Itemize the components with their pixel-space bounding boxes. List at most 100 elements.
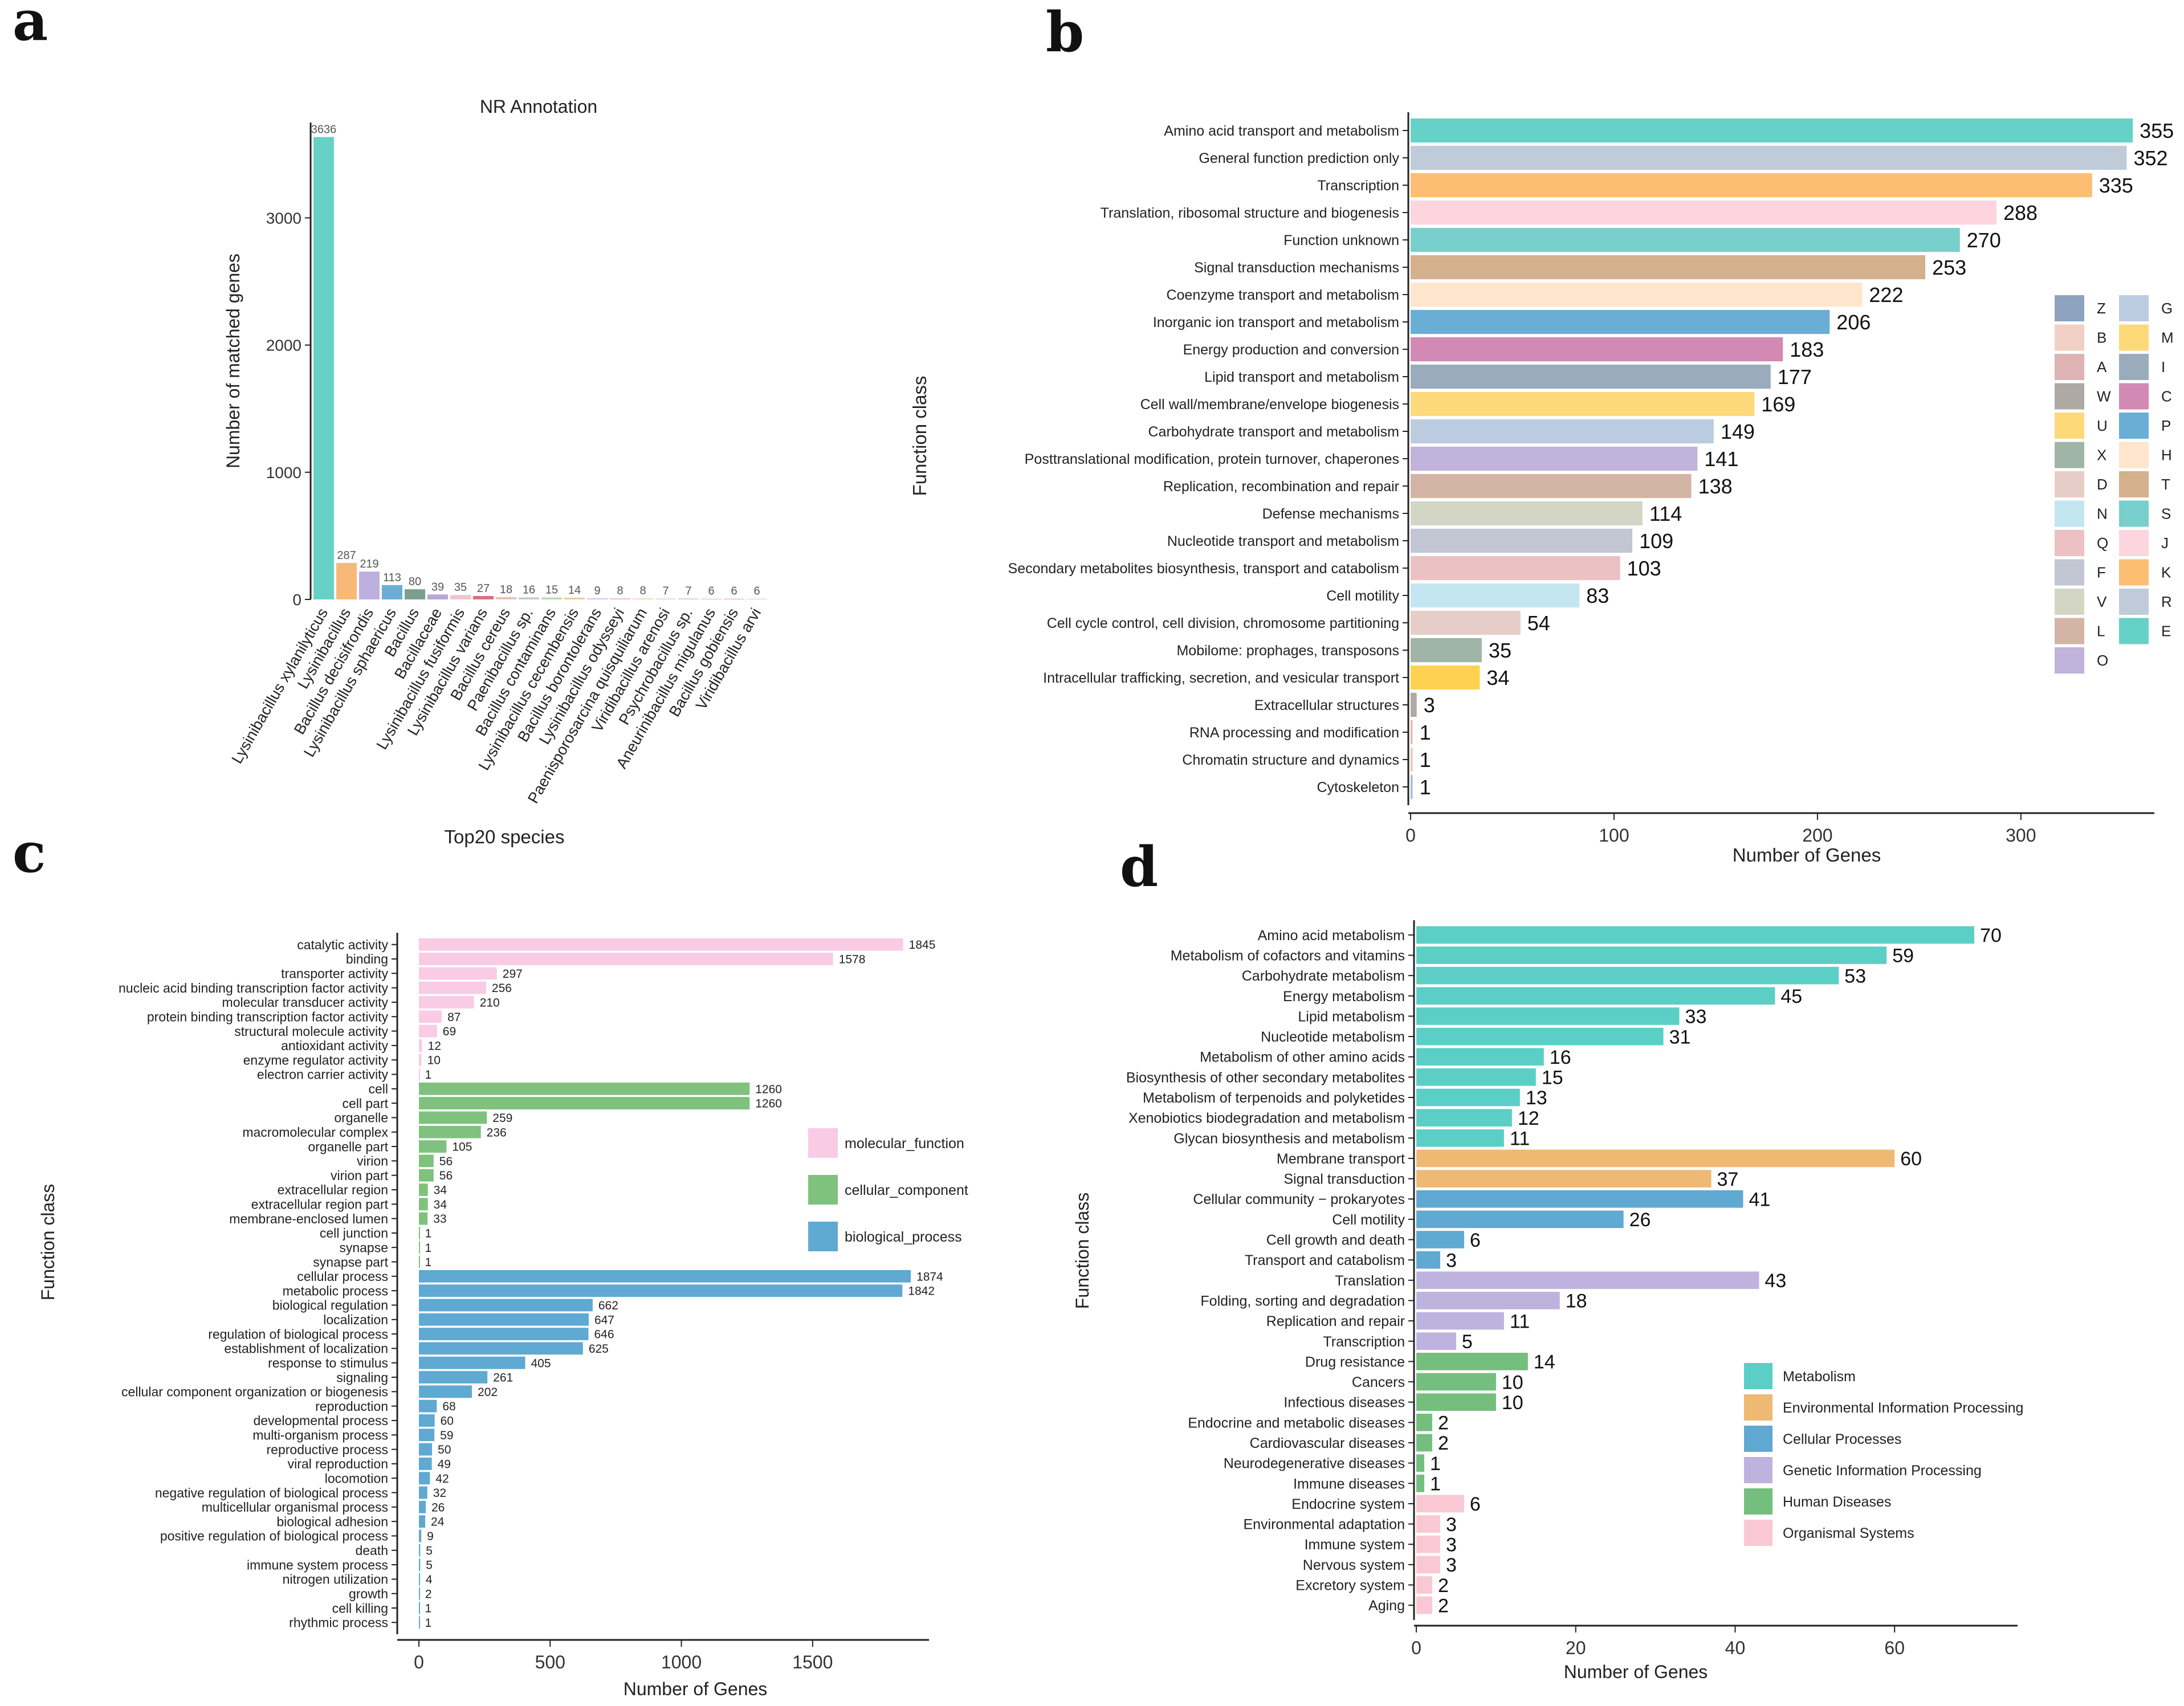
chart-a-bar xyxy=(747,598,767,600)
chart-c-value-label: 647 xyxy=(594,1313,614,1327)
chart-d-legend-label: Cellular Processes xyxy=(1783,1431,1901,1447)
chart-c-category-label: molecular transducer activity xyxy=(222,995,389,1010)
chart-b-bar xyxy=(1411,282,1863,307)
chart-b-category-label: Function unknown xyxy=(1283,232,1399,248)
chart-b-value-label: 35 xyxy=(1489,639,1511,662)
chart-d-bar xyxy=(1416,1414,1432,1431)
chart-b-legend-swatch xyxy=(2119,589,2149,615)
chart-a-bar xyxy=(541,597,562,599)
chart-b-value-label: 103 xyxy=(1627,557,1661,580)
chart-c-bar xyxy=(419,1356,525,1369)
chart-d-value-label: 53 xyxy=(1844,965,1866,987)
chart-d-category-label: Cell motility xyxy=(1332,1212,1405,1228)
chart-c-bar xyxy=(419,1082,750,1095)
chart-d-value-label: 6 xyxy=(1470,1493,1481,1515)
chart-a-value-label: 14 xyxy=(568,584,581,597)
chart-b-bar xyxy=(1411,309,1830,334)
chart-c-bar xyxy=(419,953,833,965)
chart-a-value-label: 8 xyxy=(639,585,646,597)
chart-c-value-label: 2 xyxy=(425,1587,432,1601)
chart-b-legend-label: D xyxy=(2097,476,2108,493)
chart-c-value-label: 1260 xyxy=(755,1083,782,1096)
chart-b-category-label: Cell wall/membrane/envelope biogenesis xyxy=(1140,397,1399,413)
chart-c-category-label: multi-organism process xyxy=(252,1428,388,1443)
chart-a-ytick-label: 2000 xyxy=(266,337,301,354)
chart-b-category-label: Intracellular trafficking, secretion, an… xyxy=(1043,670,1399,686)
chart-d-value-label: 13 xyxy=(1526,1087,1547,1109)
chart-c-category-label: cellular component organization or bioge… xyxy=(121,1385,388,1399)
chart-c-bar xyxy=(419,1154,434,1168)
chart-b-category-label: Replication, recombination and repair xyxy=(1163,479,1399,495)
chart-d-category-label: Replication and repair xyxy=(1266,1313,1405,1329)
chart-d-bar xyxy=(1416,1515,1440,1533)
chart-c-value-label: 646 xyxy=(594,1328,614,1341)
chart-d-value-label: 11 xyxy=(1510,1128,1530,1150)
chart-a-value-label: 35 xyxy=(454,581,467,594)
chart-b-category-label: Carbohydrate transport and metabolism xyxy=(1148,424,1399,440)
chart-a-bar xyxy=(382,585,402,599)
chart-d-category-label: Carbohydrate metabolism xyxy=(1242,968,1405,984)
chart-d-legend-swatch xyxy=(1744,1363,1773,1389)
chart-d-bar xyxy=(1416,926,1975,944)
chart-d-bar xyxy=(1416,1535,1440,1553)
chart-d-category-label: Immune system xyxy=(1305,1537,1405,1553)
chart-b-value-label: 83 xyxy=(1586,584,1609,607)
chart-a-value-label: 6 xyxy=(753,585,760,598)
chart-c-category-label: localization xyxy=(323,1312,388,1327)
chart-d-bar xyxy=(1416,1149,1895,1168)
chart-c-bar xyxy=(419,1458,432,1470)
chart-d-value-label: 41 xyxy=(1749,1189,1770,1210)
chart-b-value-label: 109 xyxy=(1639,529,1673,553)
chart-c-value-label: 59 xyxy=(440,1429,453,1442)
chart-b-legend-swatch xyxy=(2119,324,2149,351)
chart-c-category-label: cell killing xyxy=(332,1601,388,1615)
chart-d-bar xyxy=(1416,1048,1544,1066)
chart-b-category-label: Coenzyme transport and metabolism xyxy=(1166,287,1399,303)
chart-b-category-label: Chromatin structure and dynamics xyxy=(1182,752,1399,768)
chart-b-legend-swatch xyxy=(2119,530,2149,556)
chart-d-category-label: Metabolism of other amino acids xyxy=(1200,1050,1405,1066)
chart-d-category-label: Excretory system xyxy=(1295,1578,1405,1594)
chart-b-legend-swatch xyxy=(2119,413,2149,439)
chart-c-category-label: nucleic acid binding transcription facto… xyxy=(119,981,389,995)
chart-b-category-label: Amino acid transport and metabolism xyxy=(1164,123,1399,139)
chart-d-bar xyxy=(1416,1271,1759,1289)
chart-c-category-label: biological regulation xyxy=(272,1298,388,1313)
chart-c-xtick-label: 1500 xyxy=(792,1652,833,1672)
chart-c-bar xyxy=(419,1399,437,1413)
chart-c-bar xyxy=(419,981,486,994)
chart-b-legend-swatch xyxy=(2055,295,2084,321)
chart-d-value-label: 2 xyxy=(1438,1432,1449,1454)
chart-a-value-label: 80 xyxy=(409,576,421,588)
chart-c-category-label: extracellular region part xyxy=(251,1197,389,1212)
chart-d-value-label: 1 xyxy=(1430,1474,1441,1495)
chart-c-bar xyxy=(419,967,497,980)
chart-c-ylabel: Function class xyxy=(38,1184,58,1301)
chart-d-legend-label: Genetic Information Processing xyxy=(1783,1463,1982,1479)
chart-b-legend-label: G xyxy=(2161,300,2173,317)
chart-c-value-label: 12 xyxy=(428,1039,441,1052)
chart-c-go-function-class: catalytic activity 1845 binding 1578 transpo… xyxy=(38,933,968,1699)
chart-c-value-label: 56 xyxy=(439,1155,453,1168)
chart-d-bar xyxy=(1416,1251,1440,1269)
chart-d-category-label: Cellular community − prokaryotes xyxy=(1193,1191,1405,1207)
chart-c-value-label: 87 xyxy=(447,1011,461,1024)
chart-c-value-label: 69 xyxy=(443,1025,456,1038)
chart-d-bar xyxy=(1416,1068,1536,1086)
chart-c-bar xyxy=(419,1212,428,1225)
chart-c-value-label: 9 xyxy=(427,1530,434,1543)
chart-b-legend-label: V xyxy=(2097,593,2107,610)
chart-b-legend-swatch xyxy=(2119,471,2149,497)
chart-d-category-label: Drug resistance xyxy=(1305,1354,1405,1370)
chart-b-value-label: 1 xyxy=(1420,748,1431,772)
chart-d-value-label: 1 xyxy=(1430,1453,1441,1475)
chart-c-category-label: virion part xyxy=(331,1168,389,1183)
chart-d-category-label: Membrane transport xyxy=(1277,1151,1405,1167)
chart-c-value-label: 256 xyxy=(492,982,512,995)
chart-a-ytick-label: 0 xyxy=(292,591,301,609)
chart-b-legend-label: K xyxy=(2161,564,2171,581)
chart-d-category-label: Cardiovascular diseases xyxy=(1250,1435,1405,1451)
chart-c-value-label: 60 xyxy=(441,1415,454,1428)
chart-d-bar xyxy=(1416,1088,1520,1107)
chart-b-legend-label: B xyxy=(2097,329,2106,346)
